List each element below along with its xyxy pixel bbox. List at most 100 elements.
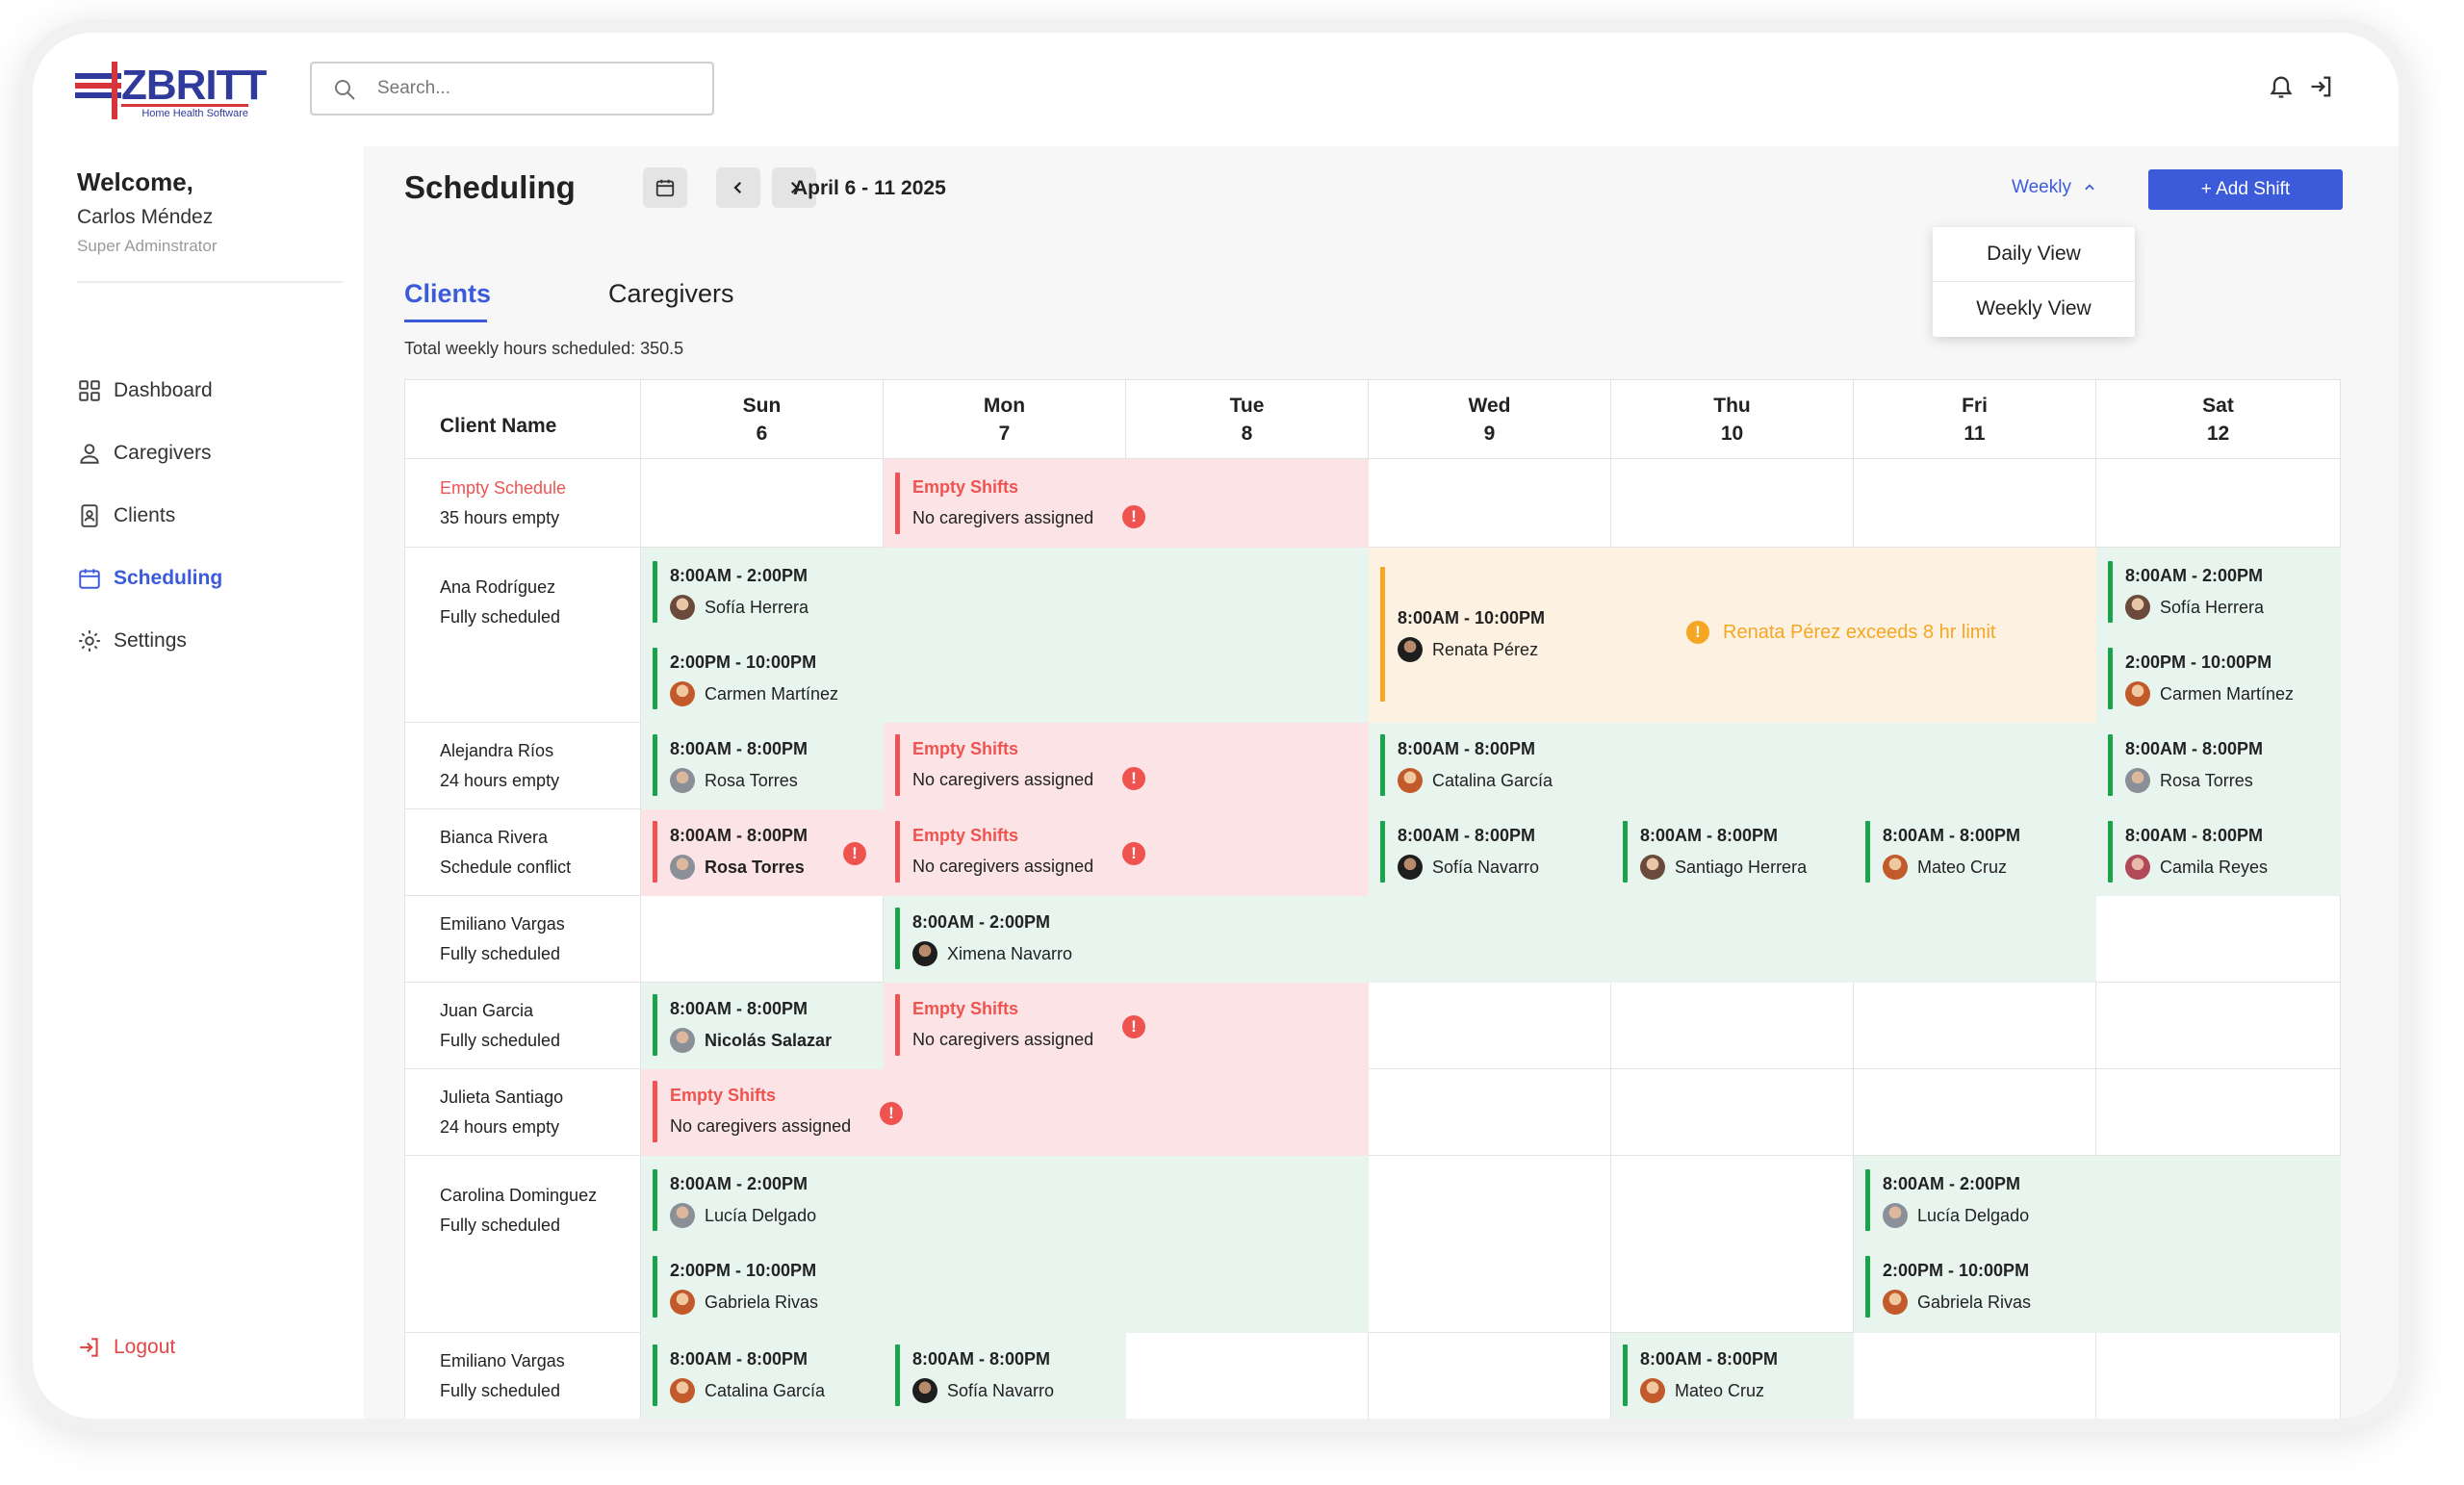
sidebar-item-settings[interactable]: Settings (77, 622, 187, 660)
shift-block[interactable]: 8:00AM - 8:00PM Rosa Torres (2096, 723, 2341, 809)
avatar (1883, 855, 1908, 880)
client-cell[interactable]: Julieta Santiago 24 hours empty (405, 1069, 641, 1156)
day-cell[interactable] (1854, 1333, 2096, 1419)
next-week-button[interactable] (772, 167, 816, 208)
shift-block[interactable]: 8:00AM - 8:00PM Rosa Torres (641, 723, 884, 809)
shift-block[interactable]: 8:00AM - 8:00PM Sofía Navarro (1369, 809, 1611, 896)
day-cell[interactable] (1611, 1156, 1854, 1333)
chevron-left-icon (733, 181, 742, 194)
day-cell[interactable] (1854, 983, 2096, 1069)
avatar (670, 681, 695, 706)
sidebar: Welcome, Carlos Méndez Super Adminstrato… (33, 146, 364, 1419)
shift-block[interactable]: 8:00AM - 2:00PM Sofía Herrera 2:00PM - 10… (641, 548, 1369, 723)
day-cell[interactable] (1369, 1156, 1611, 1333)
client-cell[interactable]: Emiliano Vargas Fully scheduled (405, 1333, 641, 1419)
date-range: April 6 - 11 2025 (793, 177, 946, 199)
client-cell[interactable]: Carolina Dominguez Fully scheduled (405, 1156, 641, 1333)
sidebar-item-label: Clients (114, 504, 176, 526)
add-shift-button[interactable]: + Add Shift (2148, 169, 2343, 210)
avatar (670, 1028, 695, 1053)
sidebar-item-clients[interactable]: Clients (77, 497, 175, 535)
day-cell[interactable] (2096, 1069, 2341, 1156)
day-cell[interactable] (1369, 1333, 1611, 1419)
shift-block[interactable]: 8:00AM - 2:00PM Lucía Delgado 2:00PM - 10… (1854, 1156, 2341, 1333)
avatar (912, 941, 937, 966)
logo-flag (75, 73, 121, 106)
day-cell[interactable] (2096, 1333, 2341, 1419)
day-cell[interactable] (1611, 1069, 1854, 1156)
empty-shift-block[interactable]: Empty Shifts No caregivers assigned ! (884, 459, 1369, 548)
tab-clients[interactable]: Clients (404, 279, 492, 308)
logout-button[interactable]: Logout (77, 1328, 175, 1367)
day-cell[interactable] (2096, 459, 2341, 548)
shift-block[interactable]: 8:00AM - 2:00PM Sofía Herrera 2:00PM - 10… (2096, 548, 2341, 723)
shift-block[interactable]: 8:00AM - 2:00PM Lucía Delgado 2:00PM - 10… (641, 1156, 1369, 1333)
tab-caregivers[interactable]: Caregivers (608, 279, 734, 308)
search-input[interactable] (377, 64, 705, 114)
shift-block[interactable]: 8:00AM - 8:00PM Camila Reyes (2096, 809, 2341, 896)
day-cell[interactable] (2096, 983, 2341, 1069)
view-selector[interactable]: Weekly (2012, 177, 2096, 198)
weekly-view-option[interactable]: Weekly View (1933, 281, 2135, 335)
gear-icon (79, 630, 100, 652)
sidebar-item-dashboard[interactable]: Dashboard (77, 371, 213, 410)
shift-block[interactable]: 8:00AM - 8:00PM Mateo Cruz (1854, 809, 2096, 896)
day-cell[interactable] (2096, 896, 2341, 983)
day-cell[interactable] (1369, 459, 1611, 548)
alert-icon: ! (880, 1102, 903, 1125)
avatar (670, 595, 695, 620)
sidebar-item-scheduling[interactable]: Scheduling (77, 559, 222, 598)
day-cell[interactable] (1854, 1069, 2096, 1156)
empty-shift-block[interactable]: Empty Shifts No caregivers assigned ! (884, 983, 1369, 1069)
search-box (310, 62, 714, 115)
empty-shift-block[interactable]: Empty Shifts No caregivers assigned ! (884, 723, 1369, 809)
user-name: Carlos Méndez (77, 206, 214, 228)
shift-block[interactable]: 8:00AM - 8:00PM Mateo Cruz (1611, 1333, 1854, 1419)
app-window: ZBRITT Home Health Software Welcome, Car… (33, 33, 2399, 1419)
day-cell[interactable] (1126, 1333, 1369, 1419)
shift-block[interactable]: 8:00AM - 8:00PM Santiago Herrera (1611, 809, 1854, 896)
conflict-shift-block[interactable]: 8:00AM - 8:00PM Rosa Torres ! (641, 809, 884, 896)
day-cell[interactable] (1369, 1069, 1611, 1156)
client-cell[interactable]: Bianca Rivera Schedule conflict (405, 809, 641, 896)
chevron-right-icon (790, 181, 799, 194)
user-role: Super Adminstrator (77, 237, 218, 255)
sidebar-item-label: Settings (114, 629, 187, 652)
avatar (2125, 595, 2150, 620)
client-cell[interactable]: Ana Rodríguez Fully scheduled (405, 548, 641, 723)
conflict-shift-block[interactable]: 8:00AM - 10:00PM Renata Pérez ! Renata Pér… (1369, 548, 2096, 723)
alert-icon: ! (1122, 767, 1145, 790)
search-icon (335, 80, 355, 100)
client-cell[interactable]: Emiliano Vargas Fully scheduled (405, 896, 641, 983)
shift-block[interactable]: 8:00AM - 8:00PM Catalina García (641, 1333, 884, 1419)
day-header: Thu 10 (1611, 380, 1854, 459)
day-cell[interactable] (1369, 983, 1611, 1069)
logout-label: Logout (114, 1336, 176, 1358)
client-cell[interactable]: Juan Garcia Fully scheduled (405, 983, 641, 1069)
bell-icon[interactable] (2268, 73, 2295, 100)
shift-block[interactable]: 8:00AM - 2:00PM Ximena Navarro (884, 896, 2096, 983)
avatar (670, 1290, 695, 1315)
client-cell[interactable]: Empty Schedule 35 hours empty (405, 459, 641, 548)
day-cell[interactable] (641, 896, 884, 983)
sidebar-item-caregivers[interactable]: Caregivers (77, 434, 212, 473)
calendar-button[interactable] (643, 167, 687, 208)
main-content: Scheduling April 6 - 11 2025 Weekly + Ad… (364, 146, 2399, 1419)
avatar (1883, 1203, 1908, 1228)
shift-block[interactable]: 8:00AM - 8:00PM Nicolás Salazar (641, 983, 884, 1069)
day-cell[interactable] (641, 459, 884, 548)
page-title: Scheduling (404, 169, 576, 205)
day-cell[interactable] (1611, 983, 1854, 1069)
empty-shift-block[interactable]: Empty Shifts No caregivers assigned ! (641, 1069, 1369, 1156)
daily-view-option[interactable]: Daily View (1987, 243, 2081, 265)
previous-week-button[interactable] (716, 167, 760, 208)
shift-block[interactable]: 8:00AM - 8:00PM Sofía Navarro (884, 1333, 1126, 1419)
empty-shift-block[interactable]: Empty Shifts No caregivers assigned ! (884, 809, 1369, 896)
client-cell[interactable]: Alejandra Ríos 24 hours empty (405, 723, 641, 809)
day-cell[interactable] (1854, 459, 2096, 548)
shift-block[interactable]: 8:00AM - 8:00PM Catalina García (1369, 723, 2096, 809)
avatar (2125, 855, 2150, 880)
day-cell[interactable] (1611, 459, 1854, 548)
sign-in-icon[interactable] (2308, 73, 2335, 100)
day-header: Sun 6 (641, 380, 884, 459)
